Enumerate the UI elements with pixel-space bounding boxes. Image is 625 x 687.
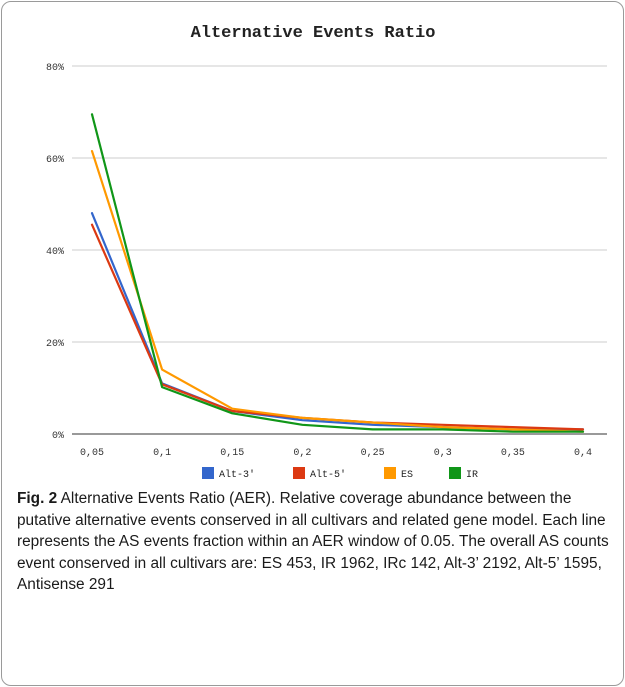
chart-title: Alternative Events Ratio [191, 24, 436, 43]
legend: Alt-3' Alt-5' ES IR [202, 467, 478, 480]
y-axis-ticks: 0% 20% 40% 60% 80% [46, 63, 64, 442]
legend-swatch [202, 467, 214, 479]
y-tick-label: 40% [46, 247, 64, 258]
figure-caption: Fig. 2 Alternative Events Ratio (AER). R… [17, 488, 613, 596]
x-tick-label: 0,35 [501, 448, 525, 459]
legend-swatch [384, 467, 396, 479]
x-tick-label: 0,15 [220, 448, 244, 459]
x-tick-label: 0,4 [574, 448, 592, 459]
x-tick-label: 0,05 [80, 448, 104, 459]
series-line-alt-5 [90, 223, 585, 431]
series-lines [90, 113, 585, 433]
series-line-es [90, 150, 585, 433]
series-line-alt-3 [90, 212, 585, 431]
line-chart: Alternative Events Ratio 0%20%40%60%80% … [46, 24, 607, 480]
y-tick-label: 0% [52, 431, 64, 442]
series-line-ir [90, 113, 585, 433]
y-tick-label: 60% [46, 155, 64, 166]
x-tick-label: 0,1 [153, 448, 171, 459]
legend-label: ES [401, 470, 413, 480]
legend-label: Alt-3' [219, 469, 255, 480]
x-tick-label: 0,2 [293, 448, 311, 459]
figure-label: Fig. 2 [17, 490, 58, 507]
x-axis-ticks: 0,05 0,1 0,15 0,2 0,25 0,3 0,35 0,4 [80, 448, 592, 459]
legend-swatch [293, 467, 305, 479]
x-tick-label: 0,3 [434, 448, 452, 459]
legend-label: Alt-5' [310, 469, 346, 480]
gridlines [72, 65, 607, 435]
legend-swatch [449, 467, 461, 479]
legend-label: IR [466, 470, 478, 480]
caption-text: Alternative Events Ratio (AER). Relative… [17, 490, 609, 593]
y-tick-label: 20% [46, 339, 64, 350]
y-tick-label: 80% [46, 63, 64, 74]
x-tick-label: 0,25 [361, 448, 385, 459]
